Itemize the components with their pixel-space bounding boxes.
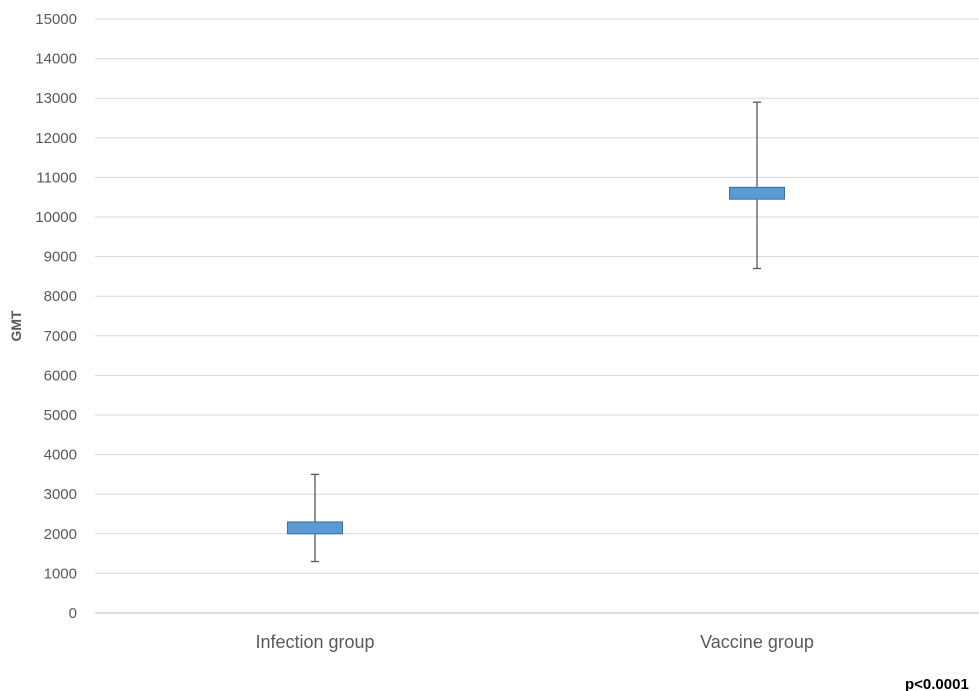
x-category-labels: Infection group Vaccine group bbox=[255, 632, 813, 652]
x-category-label: Infection group bbox=[255, 632, 374, 652]
p-value-annotation: p<0.0001 bbox=[905, 676, 969, 691]
box-infection-group bbox=[287, 473, 343, 563]
y-tick-label: 15000 bbox=[35, 11, 77, 28]
y-tick-label: 8000 bbox=[44, 288, 77, 305]
y-tick-label: 6000 bbox=[44, 367, 77, 384]
y-tick-label: 12000 bbox=[35, 130, 77, 147]
box-rect bbox=[729, 186, 785, 200]
y-tick-label: 7000 bbox=[44, 328, 77, 345]
y-tick-label: 4000 bbox=[44, 447, 77, 464]
box-rect bbox=[287, 521, 343, 535]
y-tick-label: 0 bbox=[69, 605, 77, 622]
y-axis-title: GMT bbox=[8, 310, 24, 342]
y-tick-label: 14000 bbox=[35, 51, 77, 68]
x-category-label: Vaccine group bbox=[700, 632, 814, 652]
y-tick-label: 1000 bbox=[44, 565, 77, 582]
gridlines bbox=[95, 18, 979, 614]
box-vaccine-group bbox=[729, 101, 785, 270]
y-tick-label: 3000 bbox=[44, 486, 77, 503]
y-tick-label: 10000 bbox=[35, 209, 77, 226]
y-tick-labels: 0 1000 2000 3000 4000 5000 6000 7000 8000 9000 100… bbox=[35, 11, 77, 622]
y-tick-label: 5000 bbox=[44, 407, 77, 424]
y-tick-label: 11000 bbox=[36, 169, 77, 186]
y-tick-label: 9000 bbox=[44, 249, 77, 266]
y-tick-label: 13000 bbox=[35, 90, 77, 107]
box-series bbox=[287, 101, 785, 563]
y-tick-label: 2000 bbox=[44, 526, 77, 543]
